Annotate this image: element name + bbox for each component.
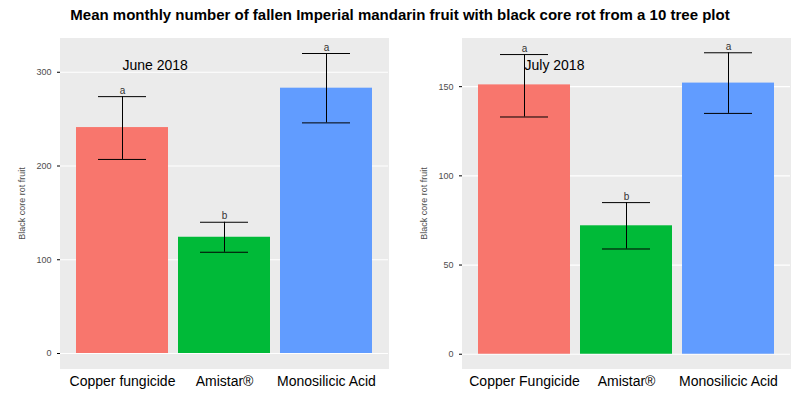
svg-text:June 2018: June 2018: [123, 57, 189, 73]
svg-text:Copper fungicide: Copper fungicide: [70, 373, 176, 389]
svg-text:b: b: [624, 191, 630, 202]
svg-text:Monosilicic Acid: Monosilicic Acid: [679, 373, 778, 389]
svg-text:200: 200: [36, 161, 51, 171]
svg-text:Monosilicic Acid: Monosilicic Acid: [277, 373, 376, 389]
svg-text:b: b: [222, 210, 228, 221]
svg-text:50: 50: [443, 260, 453, 270]
svg-text:Copper Fungicide: Copper Fungicide: [469, 373, 580, 389]
svg-text:Amistar®: Amistar®: [598, 373, 656, 389]
html-text:Mean monthly number of fallen: Mean monthly number of fallen Imperial m…: [70, 6, 730, 23]
svg-text:100: 100: [36, 255, 51, 265]
svg-text:Black core rot fruit: Black core rot fruit: [17, 167, 27, 240]
svg-text:300: 300: [36, 67, 51, 77]
svg-text:0: 0: [448, 349, 453, 359]
svg-text:100: 100: [438, 171, 453, 181]
svg-text:July 2018: July 2018: [525, 57, 585, 73]
svg-text:Black core rot fruit: Black core rot fruit: [419, 167, 429, 240]
svg-text:150: 150: [438, 82, 453, 92]
svg-text:a: a: [120, 85, 126, 96]
svg-text:a: a: [726, 41, 732, 52]
svg-text:a: a: [324, 42, 330, 53]
svg-text:a: a: [522, 43, 528, 54]
svg-text:0: 0: [46, 348, 51, 358]
svg-text:Amistar®: Amistar®: [196, 373, 254, 389]
